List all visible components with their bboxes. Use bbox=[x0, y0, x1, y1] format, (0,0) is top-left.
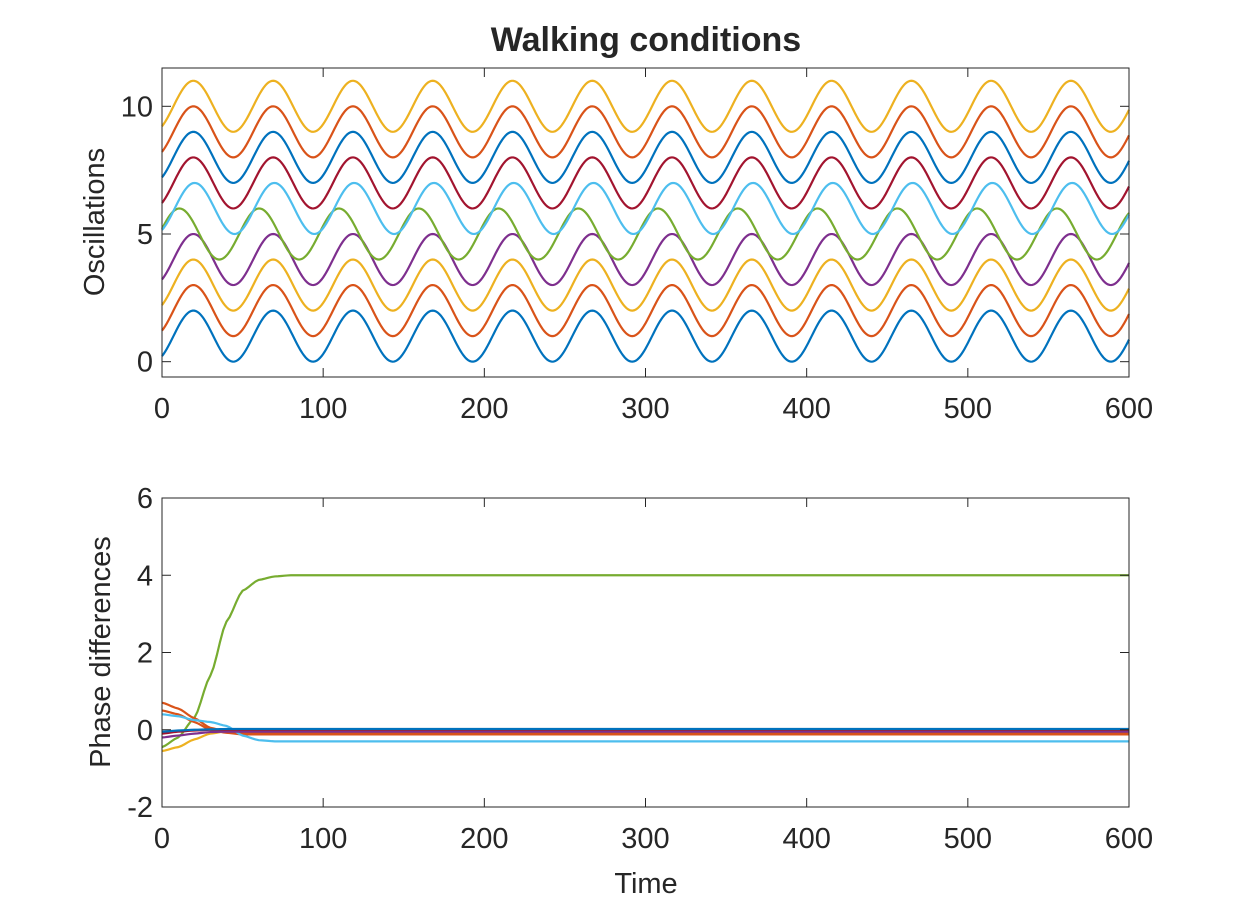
oscillations-ylabel: Oscillations bbox=[79, 148, 111, 296]
phase-differences-xtick-label: 500 bbox=[944, 823, 992, 855]
oscillations-series-line-2 bbox=[161, 283, 1130, 338]
phase-differences-series-line-8 bbox=[161, 727, 1129, 733]
phase-differences-series-line-6 bbox=[161, 730, 1129, 739]
phase-differences-series-line-1 bbox=[161, 574, 1129, 749]
oscillations-xtick-label: 200 bbox=[460, 393, 508, 425]
oscillations-series-line-10 bbox=[161, 79, 1130, 133]
oscillations-xtick-label: 300 bbox=[621, 393, 669, 425]
oscillations-ytick-label: 5 bbox=[137, 219, 153, 251]
oscillations-xtick-label: 0 bbox=[154, 393, 170, 425]
phase-differences-xtick-label: 0 bbox=[154, 823, 170, 855]
phase-differences-ytick-label: -2 bbox=[127, 792, 153, 824]
oscillations-series-line-3 bbox=[161, 258, 1130, 312]
oscillations-series-line-1 bbox=[161, 309, 1130, 363]
oscillations-xtick-label: 500 bbox=[944, 393, 992, 425]
phase-differences-ytick-label: 6 bbox=[137, 483, 153, 515]
phase-differences-ytick-label: 4 bbox=[137, 560, 153, 592]
oscillations-series-line-9 bbox=[161, 105, 1130, 159]
oscillations-ytick-label: 10 bbox=[121, 91, 153, 123]
phase-differences-xtick-label: 400 bbox=[782, 823, 830, 855]
phase-differences-ytick-label: 0 bbox=[137, 715, 153, 747]
oscillations-xtick-label: 100 bbox=[299, 393, 347, 425]
time-xlabel: Time bbox=[614, 868, 677, 900]
oscillations-xtick-label: 400 bbox=[782, 393, 830, 425]
oscillations-series-line-7 bbox=[161, 156, 1130, 210]
phase-differences-xtick-label: 600 bbox=[1105, 823, 1153, 855]
oscillations-series-line-8 bbox=[161, 130, 1130, 185]
phase-differences-ytick-label: 2 bbox=[137, 638, 153, 670]
oscillations-series-line-4 bbox=[161, 232, 1130, 287]
phase-differences-xtick-label: 100 bbox=[299, 823, 347, 855]
phase-differences-xtick-label: 200 bbox=[460, 823, 508, 855]
oscillations-lines bbox=[161, 79, 1130, 363]
oscillations-axes: 0 100 200 300 400 500 600 0 5 10 Oscillations bbox=[79, 67, 1153, 425]
oscillations-ticks: 0 100 200 300 400 500 600 0 5 10 bbox=[121, 68, 1153, 425]
phase-differences-lines bbox=[161, 574, 1129, 753]
phase-differences-ylabel: Phase differences bbox=[85, 536, 117, 768]
phase-differences-series-line-3 bbox=[161, 709, 1129, 736]
phase-differences-series-line-5 bbox=[161, 713, 1129, 743]
oscillations-xtick-label: 600 bbox=[1105, 393, 1153, 425]
oscillations-series-line-6 bbox=[161, 181, 1130, 236]
oscillations-ytick-label: 0 bbox=[137, 347, 153, 379]
chart-title: Walking conditions bbox=[491, 21, 801, 59]
phase-differences-series-line-2 bbox=[161, 701, 1129, 734]
phase-differences-xtick-label: 300 bbox=[621, 823, 669, 855]
oscillations-series-line-5 bbox=[161, 207, 1130, 261]
phase-differences-plot-frame bbox=[161, 497, 1130, 808]
